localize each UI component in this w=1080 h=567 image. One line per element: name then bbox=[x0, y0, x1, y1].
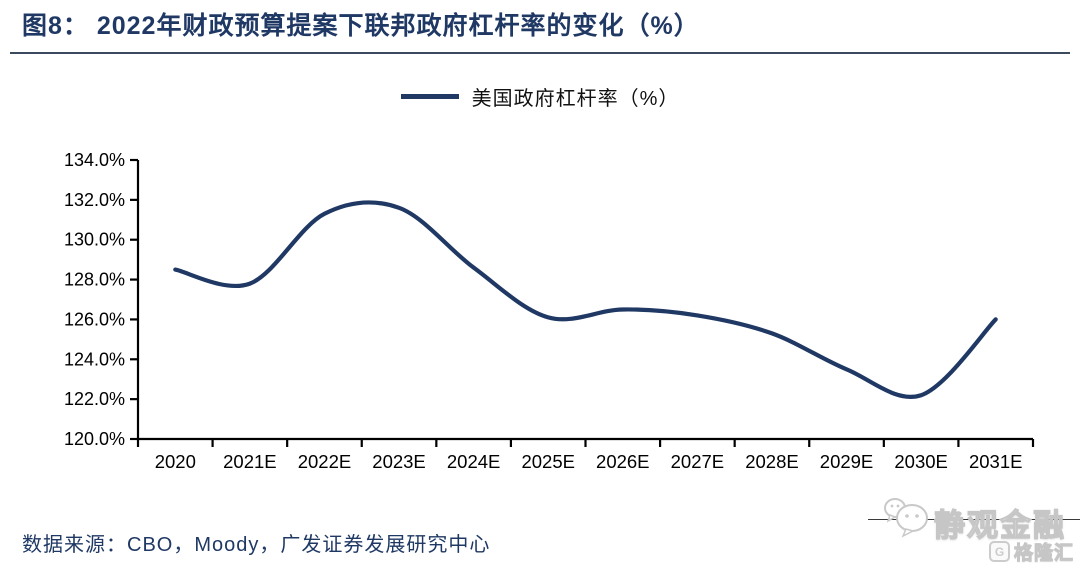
y-tick-label: 122.0% bbox=[64, 389, 125, 409]
legend-label: 美国政府杠杆率（%） bbox=[471, 88, 680, 110]
watermark-divider-line bbox=[868, 519, 1080, 520]
x-axis: 2020 2021E 2022E 2023E 2024E 2025E 2026E 2027E 2… bbox=[136, 439, 1035, 472]
y-axis: 120.0% 122.0% 124.0% 126.0% 128.0% 130.0% 132.… bbox=[64, 150, 138, 449]
figure-title: 图8： 2022年财政预算提案下联邦政府杠杆率的变化（%） bbox=[22, 12, 700, 40]
line-chart: 120.0% 122.0% 124.0% 126.0% 128.0% 130.0% 132.… bbox=[0, 138, 1080, 488]
x-tick-label: 2028E bbox=[745, 451, 799, 472]
x-tick-label: 2020 bbox=[155, 451, 196, 472]
legend-line-swatch bbox=[400, 94, 459, 99]
title-divider bbox=[10, 52, 1070, 54]
x-tick-label: 2026E bbox=[596, 451, 650, 472]
source-note: 数据来源：CBO，Moody，广发证券发展研究中心 bbox=[22, 534, 491, 556]
y-tick-label: 132.0% bbox=[64, 190, 125, 210]
gelonghui-logo-text: 格隆汇 bbox=[1013, 543, 1074, 565]
gelonghui-logo-icon: G bbox=[988, 541, 1010, 562]
y-tick-label: 134.0% bbox=[64, 150, 125, 170]
wechat-icon bbox=[882, 494, 932, 545]
gelonghui-logo: G 格隆汇 bbox=[988, 538, 1074, 565]
x-tick-label: 2027E bbox=[671, 451, 725, 472]
y-tick-label: 128.0% bbox=[64, 270, 125, 290]
x-tick-label: 2024E bbox=[447, 451, 501, 472]
y-tick-label: 124.0% bbox=[64, 349, 125, 369]
legend: 美国政府杠杆率（%） bbox=[0, 82, 1080, 111]
y-tick-label: 130.0% bbox=[64, 230, 125, 250]
x-tick-label: 2029E bbox=[820, 451, 874, 472]
x-tick-label: 2025E bbox=[521, 451, 575, 472]
watermark-brand: 静观金融 bbox=[933, 507, 1066, 543]
watermark: 静观金融 G 格隆汇 bbox=[868, 482, 1080, 567]
x-tick-label: 2030E bbox=[894, 451, 948, 472]
series-line bbox=[173, 200, 998, 399]
y-tick-label: 120.0% bbox=[64, 429, 125, 449]
y-tick-label: 126.0% bbox=[64, 309, 125, 329]
x-tick-label: 2021E bbox=[223, 451, 277, 472]
x-tick-label: 2031E bbox=[969, 451, 1023, 472]
x-tick-label: 2022E bbox=[298, 451, 352, 472]
line-chart-svg: 120.0% 122.0% 124.0% 126.0% 128.0% 130.0% 132.… bbox=[64, 150, 1035, 472]
x-tick-label: 2023E bbox=[372, 451, 426, 472]
